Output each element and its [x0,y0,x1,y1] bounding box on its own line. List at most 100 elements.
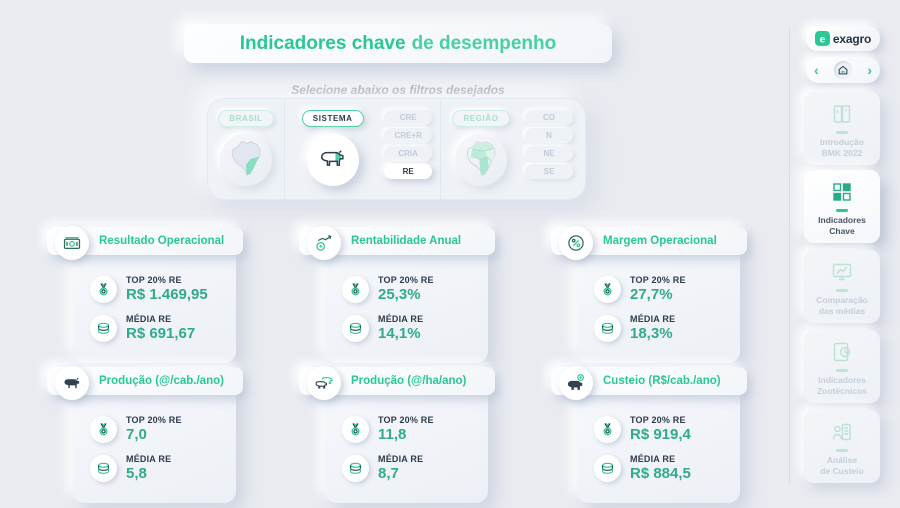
metric-value: 8,7 [378,465,399,482]
cattle-herd-icon [307,366,341,400]
coins-icon [594,454,621,482]
filter-group-sistema: SISTEMA CRE CRE+R CRIA RE [285,99,441,199]
sidebar-item-label: Introdução [820,137,864,147]
regiao-options: CO N NE SE [525,110,573,199]
sidebar-item-label: Chave [829,226,855,237]
regiao-option-se[interactable]: SE [525,164,573,179]
page-title: Indicadores chave de desempenho [184,24,612,63]
sidebar-item-comparacao-das-medias[interactable]: Comparação das médias [804,250,880,323]
money-icon [55,226,89,260]
sidebar-item-introducao-bmk-2022[interactable]: Introdução BMK 2022 [804,92,880,165]
metric-top20: TOP 20% RE R$ 1.469,95 [90,275,236,303]
sistema-option-cre[interactable]: CRE [384,110,432,125]
coins-icon [90,454,117,482]
exagro-logo-icon: e [814,31,830,46]
filter-panel: BRASIL SISTEMA [207,98,586,200]
regiao-option-n[interactable]: N [525,128,573,143]
sidebar-item-indicadores-zootecnicos[interactable]: Indicadores Zootécnicos [804,330,880,403]
home-icon [838,65,848,75]
filters-subtitle: Selecione abaixo os filtros desejados [291,83,505,97]
chart-monitor-icon [830,259,854,285]
regiao-option-ne[interactable]: NE [525,146,573,161]
medal-icon [594,275,621,303]
metric-media: MÉDIA RE 8,7 [342,454,488,482]
metric-label: TOP 20% RE [378,415,434,425]
zootech-doc-icon [830,339,854,365]
sidebar-item-label: Zootécnicos [816,386,868,397]
metric-label: MÉDIA RE [126,454,172,464]
book-icon [830,101,854,127]
exagro-logo: e exagro [806,26,880,51]
sidebar-item-analise-de-custeio[interactable]: Análise de Custeio [804,410,880,483]
metric-media: MÉDIA RE R$ 691,67 [90,314,236,342]
medal-icon [342,275,369,303]
metric-value: 18,3% [630,325,673,342]
metric-value: R$ 919,4 [630,426,691,443]
metric-top20: TOP 20% RE 27,7% [594,275,740,303]
metric-label: TOP 20% RE [630,275,686,285]
kpi-card-body: TOP 20% RE 7,0 MÉDIA RE 5,8 [73,385,236,503]
kpi-card-title: Resultado Operacional [99,235,225,247]
metric-value: 11,8 [378,426,407,443]
brasil-filter-pill[interactable]: BRASIL [218,110,274,127]
chevron-right-icon[interactable]: › [867,62,872,78]
sistema-filter-pill[interactable]: SISTEMA [301,110,364,127]
page-title-bold: Indicadores chave [239,32,406,54]
coins-icon [342,314,369,342]
kpi-card-body: TOP 20% RE R$ 1.469,95 MÉDIA RE R$ 691,6… [73,245,236,363]
page-title-rest: de desempenho [411,32,557,54]
medal-icon [90,415,117,443]
sistema-option-cre-r[interactable]: CRE+R [384,128,432,143]
sidebar-item-label: Indicadores [818,215,866,225]
sidebar-item-label: Indicadores [818,375,866,385]
metric-label: TOP 20% RE [126,275,182,285]
metric-top20: TOP 20% RE 11,8 [342,415,488,443]
chevron-left-icon[interactable]: ‹ [814,62,819,78]
item-accent-dash [836,449,848,452]
coins-icon [594,314,621,342]
regiao-option-co[interactable]: CO [525,110,573,125]
slide-nav: ‹ › [806,57,880,83]
brasil-map-button[interactable] [220,134,272,186]
metric-label: MÉDIA RE [630,314,676,324]
filter-group-brasil: BRASIL [208,99,285,199]
metric-media: MÉDIA RE R$ 884,5 [594,454,740,482]
sistema-icon-button[interactable] [306,134,359,186]
kpi-card-body: TOP 20% RE 27,7% MÉDIA RE 18,3% [577,245,740,363]
dashboard-icon [830,179,854,205]
coins-icon [342,454,369,482]
sidebar-item-label: de Custeio [820,466,864,477]
item-accent-dash [836,209,848,212]
sidebar-item-indicadores-chave[interactable]: Indicadores Chave [804,170,880,243]
kpi-card-title: Margem Operacional [603,235,717,247]
item-accent-dash [836,369,848,372]
brazil-regions-map-icon [462,138,500,183]
regiao-filter-pill[interactable]: REGIÃO [452,110,510,127]
kpi-card-body: TOP 20% RE 25,3% MÉDIA RE 14,1% [325,245,488,363]
margin-gauge-icon [559,226,593,260]
coins-icon [90,314,117,342]
metric-value: R$ 691,67 [126,325,196,342]
metric-value: R$ 1.469,95 [126,286,208,303]
cattle-icon [317,143,349,178]
filter-group-regiao: REGIÃO CO N NE SE [441,99,585,199]
sistema-option-cria[interactable]: CRIA [384,146,432,161]
kpi-card-header: Produção (@/ha/ano) [299,366,495,400]
metric-top20: TOP 20% RE 7,0 [90,415,236,443]
sistema-options: CRE CRE+R CRIA RE [384,110,432,199]
sistema-option-re[interactable]: RE [384,164,432,179]
medal-icon [90,275,117,303]
kpi-card-header: Margem Operacional [551,226,747,260]
medal-icon [342,415,369,443]
regiao-map-button[interactable] [455,134,507,186]
medal-icon [594,415,621,443]
metric-value: 25,3% [378,286,421,303]
metric-top20: TOP 20% RE R$ 919,4 [594,415,740,443]
home-button[interactable] [834,61,852,79]
metric-value: 5,8 [126,465,147,482]
sidebar-item-label: BMK 2022 [821,148,863,159]
kpi-card-title: Custeio (R$/cab./ano) [603,375,721,387]
metric-value: 27,7% [630,286,673,303]
metric-value: 14,1% [378,325,421,342]
kpi-card-title: Rentabilidade Anual [351,235,462,247]
